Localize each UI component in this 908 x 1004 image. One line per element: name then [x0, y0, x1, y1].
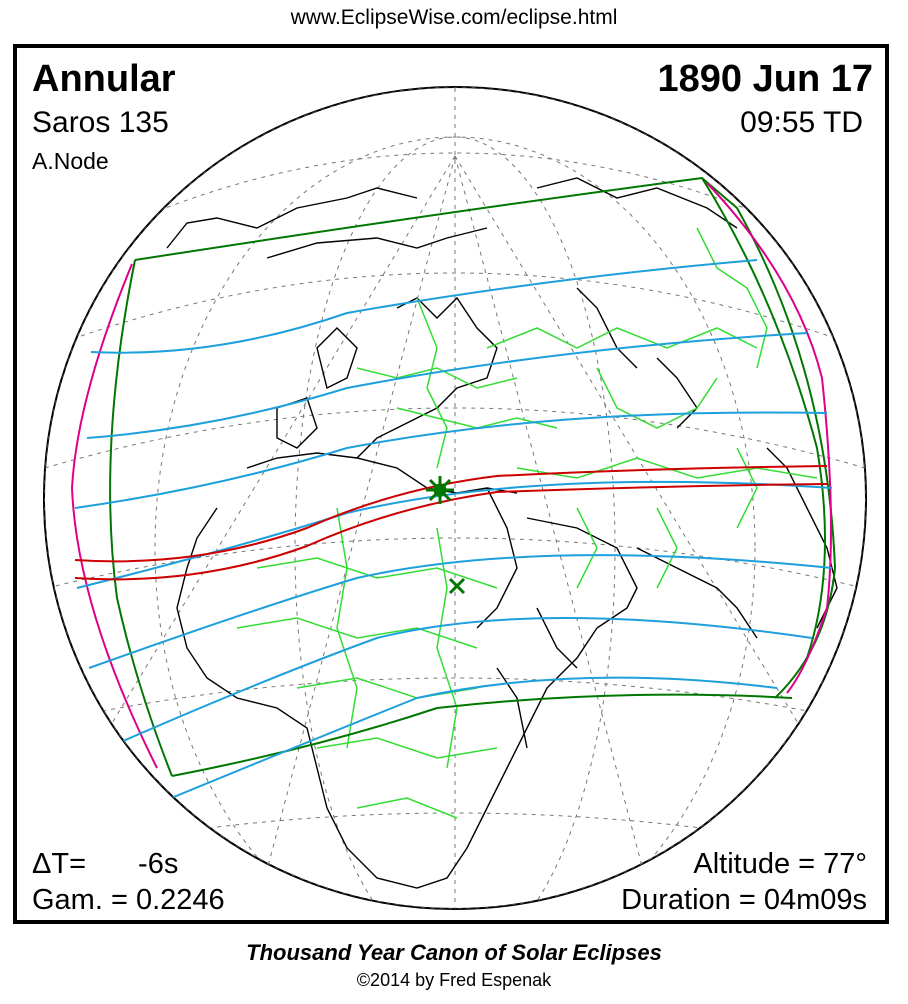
- rise-set-curves: [70, 182, 832, 769]
- magnitude-lines: [74, 259, 833, 809]
- globe-outline: [43, 86, 867, 910]
- canon-title: Thousand Year Canon of Solar Eclipses: [246, 940, 662, 965]
- eclipse-time: 09:55 TD: [740, 106, 863, 139]
- site-url[interactable]: www.EclipseWise.com/eclipse.html: [290, 6, 618, 29]
- eclipse-map-panel: Annular 1890 Jun 17 Saros 135 09:55 TD A…: [13, 44, 889, 924]
- central-path: [74, 465, 828, 581]
- delta-t-label: ΔT=: [32, 848, 87, 880]
- eclipse-date: 1890 Jun 17: [657, 58, 873, 100]
- graticule: [44, 87, 866, 909]
- x-cross-icon: [448, 577, 466, 595]
- eclipse-type: Annular: [32, 58, 176, 100]
- gamma-value: Gam. = 0.2246: [32, 884, 225, 916]
- saros-number: Saros 135: [32, 106, 169, 139]
- delta-t-value: -6s: [138, 848, 179, 880]
- coastlines: [166, 177, 838, 889]
- delta-t: ΔT= -6s: [32, 848, 178, 881]
- node-label: A.Node: [32, 148, 109, 174]
- globe-map: [43, 86, 867, 910]
- altitude-value: Altitude = 77°: [693, 848, 867, 880]
- political-borders: [236, 227, 818, 819]
- duration-value: Duration = 04m09s: [621, 884, 867, 916]
- copyright: ©2014 by Fred Espenak: [356, 970, 552, 990]
- star-icon: [426, 476, 454, 504]
